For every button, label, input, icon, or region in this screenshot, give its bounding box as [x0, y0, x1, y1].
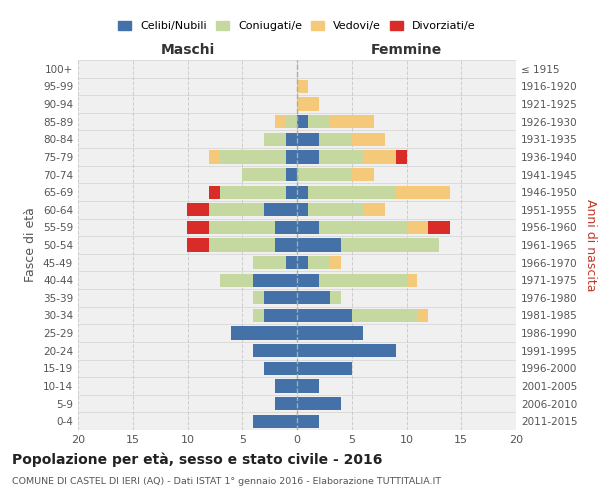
Bar — [395, 186, 450, 198]
Bar — [242, 168, 286, 181]
Bar — [253, 414, 297, 428]
Bar — [352, 132, 385, 146]
Bar — [253, 344, 297, 358]
Bar — [264, 203, 297, 216]
Bar — [253, 309, 264, 322]
Bar — [297, 274, 319, 287]
Bar — [407, 221, 428, 234]
Bar — [286, 115, 297, 128]
Bar — [341, 238, 439, 252]
Bar — [297, 115, 308, 128]
Bar — [187, 221, 209, 234]
Bar — [275, 380, 297, 392]
Bar — [209, 203, 264, 216]
Bar — [275, 238, 297, 252]
Bar — [297, 256, 308, 269]
Bar — [187, 203, 209, 216]
Bar — [297, 150, 319, 164]
Bar — [209, 238, 275, 252]
Bar — [286, 150, 297, 164]
Bar — [330, 115, 374, 128]
Bar — [286, 168, 297, 181]
Bar — [297, 168, 352, 181]
Bar — [275, 397, 297, 410]
Bar — [297, 362, 352, 375]
Bar — [232, 326, 297, 340]
Bar — [253, 291, 264, 304]
Bar — [264, 132, 286, 146]
Bar — [275, 221, 297, 234]
Bar — [297, 98, 319, 110]
Bar — [418, 309, 428, 322]
Bar — [297, 326, 362, 340]
Bar — [264, 291, 297, 304]
Bar — [253, 256, 286, 269]
Bar — [209, 150, 220, 164]
Y-axis label: Fasce di età: Fasce di età — [25, 208, 37, 282]
Y-axis label: Anni di nascita: Anni di nascita — [584, 198, 597, 291]
Text: Maschi: Maschi — [160, 44, 215, 58]
Bar — [319, 221, 407, 234]
Bar — [220, 274, 253, 287]
Bar — [220, 186, 286, 198]
Bar — [330, 291, 341, 304]
Bar — [297, 309, 352, 322]
Bar — [297, 344, 395, 358]
Text: Popolazione per età, sesso e stato civile - 2016: Popolazione per età, sesso e stato civil… — [12, 452, 382, 467]
Bar — [308, 115, 330, 128]
Bar — [395, 150, 407, 164]
Bar — [209, 221, 275, 234]
Bar — [407, 274, 418, 287]
Bar — [428, 221, 450, 234]
Text: Femmine: Femmine — [371, 44, 442, 58]
Bar — [286, 256, 297, 269]
Bar — [319, 132, 352, 146]
Bar — [330, 256, 341, 269]
Bar — [297, 397, 341, 410]
Bar — [220, 150, 286, 164]
Text: COMUNE DI CASTEL DI IERI (AQ) - Dati ISTAT 1° gennaio 2016 - Elaborazione TUTTIT: COMUNE DI CASTEL DI IERI (AQ) - Dati IST… — [12, 478, 441, 486]
Bar — [297, 238, 341, 252]
Bar — [319, 274, 407, 287]
Bar — [308, 256, 330, 269]
Bar — [286, 132, 297, 146]
Bar — [297, 291, 330, 304]
Bar — [352, 309, 418, 322]
Bar — [297, 132, 319, 146]
Bar — [362, 150, 395, 164]
Legend: Celibi/Nubili, Coniugati/e, Vedovi/e, Divorziati/e: Celibi/Nubili, Coniugati/e, Vedovi/e, Di… — [115, 18, 479, 34]
Bar — [362, 203, 385, 216]
Bar — [264, 309, 297, 322]
Bar — [275, 115, 286, 128]
Bar — [297, 203, 308, 216]
Bar — [209, 186, 220, 198]
Bar — [286, 186, 297, 198]
Bar — [187, 238, 209, 252]
Bar — [308, 203, 362, 216]
Bar — [297, 186, 308, 198]
Bar — [352, 168, 374, 181]
Bar — [319, 150, 362, 164]
Bar — [297, 80, 308, 93]
Bar — [253, 274, 297, 287]
Bar — [297, 221, 319, 234]
Bar — [297, 414, 319, 428]
Bar — [308, 186, 395, 198]
Bar — [297, 380, 319, 392]
Bar — [264, 362, 297, 375]
